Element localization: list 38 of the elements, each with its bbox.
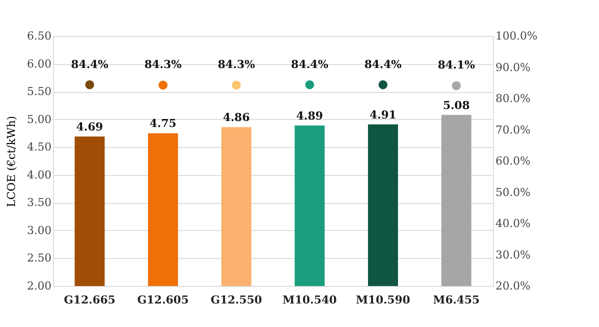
data-label: 4.69	[76, 120, 104, 134]
y-tick-label: 4.50	[27, 140, 52, 154]
y-tick-label: 3.50	[27, 196, 52, 210]
y2-tick-label: 60.0%	[496, 154, 530, 168]
y2-tick-label: 70.0%	[496, 123, 530, 136]
x-tick-label: M10.590	[356, 294, 410, 306]
data-label: 5.08	[442, 98, 470, 112]
y-axis-title: LCOE (€ct/kWh)	[5, 116, 18, 208]
y2-tick-label: 30.0%	[496, 248, 530, 262]
y-tick-label: 3.00	[27, 224, 52, 237]
y2-tick-label: 90.0%	[496, 60, 530, 74]
data-label: 84.1%	[438, 58, 476, 72]
y2-tick-label: 50.0%	[496, 186, 530, 199]
data-label: 84.4%	[291, 58, 329, 71]
data-label: 4.89	[296, 109, 324, 122]
y-tick-label: 5.00	[27, 112, 52, 126]
data-label: 84.3%	[218, 58, 256, 72]
y2-tick-label: 80.0%	[496, 92, 530, 105]
y-tick-label: 2.50	[27, 252, 52, 265]
y2-tick-label: 40.0%	[496, 217, 530, 230]
x-tick-label: G12.665	[64, 294, 116, 306]
data-label: 84.3%	[144, 58, 182, 72]
x-tick-label: M10.540	[282, 294, 338, 306]
data-label: 84.4%	[364, 58, 402, 71]
data-label: 4.91	[370, 108, 396, 122]
x-tick-label: M6.455	[433, 294, 480, 306]
data-label: 84.4%	[71, 58, 109, 71]
y2-tick-label: 20.0%	[496, 280, 530, 292]
y-tick-label: 6.50	[27, 30, 52, 42]
y-tick-label: 5.50	[27, 85, 52, 98]
y-tick-label: 6.00	[27, 57, 52, 70]
y2-tick-label: 100.0%	[496, 30, 538, 42]
x-tick-label: G12.550	[210, 294, 262, 306]
data-label: 4.86	[222, 111, 250, 124]
data-label: 4.75	[150, 117, 176, 130]
y-tick-label: 4.00	[27, 168, 52, 182]
x-tick-label: G12.605	[137, 294, 189, 306]
y-tick-label: 2.00	[27, 280, 52, 292]
